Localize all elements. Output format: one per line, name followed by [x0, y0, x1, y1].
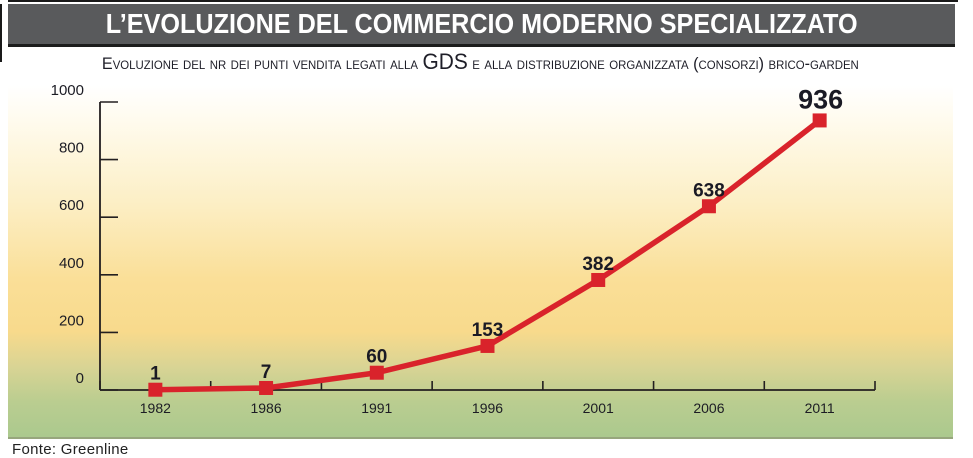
y-tick-label: 1000: [51, 85, 84, 99]
data-point-label: 60: [366, 347, 387, 368]
x-axis-label: 1991: [361, 400, 392, 416]
x-axis-label: 1982: [140, 400, 171, 416]
data-point: [812, 113, 827, 128]
x-axis-label: 1986: [250, 400, 281, 416]
scan-border-top: [8, 0, 958, 2]
line-chart: 0 200 400 600 800 1000 1982 1986 1991 1996 2001 200…: [51, 85, 876, 416]
data-point-label: 153: [472, 320, 504, 341]
data-point-label: 382: [582, 254, 614, 275]
header-bar: L’EVOLUZIONE DEL COMMERCIO MODERNO SPECI…: [8, 4, 955, 47]
data-point: [480, 338, 495, 353]
x-axis-label: 2001: [583, 400, 614, 416]
subtitle-part1: Evoluzione del nr dei punti vendita lega…: [102, 54, 423, 73]
data-point: [148, 382, 163, 397]
y-tick-label: 0: [76, 370, 84, 387]
y-tick-label: 400: [59, 255, 84, 272]
data-point: [259, 380, 274, 395]
x-axis-label: 2006: [693, 400, 724, 416]
x-axis-label: 2011: [805, 400, 835, 416]
data-point: [591, 272, 606, 287]
data-point: [369, 365, 384, 380]
subtitle-gds: GDS: [422, 49, 468, 74]
subtitle-part2: e alla distribuzione organizzata (consor…: [467, 54, 859, 73]
data-point: [701, 199, 716, 214]
page-title: L’EVOLUZIONE DEL COMMERCIO MODERNO SPECI…: [105, 8, 858, 39]
x-axis-label: 1996: [472, 400, 503, 416]
y-tick-label: 600: [59, 197, 84, 214]
data-point-label: 1: [150, 364, 161, 385]
data-point-label: 7: [261, 362, 272, 383]
chart-subtitle: Evoluzione del nr dei punti vendita lega…: [8, 50, 953, 74]
y-tick-label: 800: [59, 140, 84, 157]
data-point-label: 638: [693, 180, 725, 201]
scan-border-left: [0, 4, 2, 62]
data-point-label: 936: [798, 85, 843, 114]
y-tick-label: 200: [59, 312, 84, 329]
source-note: Fonte: Greenline: [12, 441, 129, 458]
chart-panel: 0 200 400 600 800 1000 1982 1986 1991 1996 2001 200…: [8, 85, 953, 439]
